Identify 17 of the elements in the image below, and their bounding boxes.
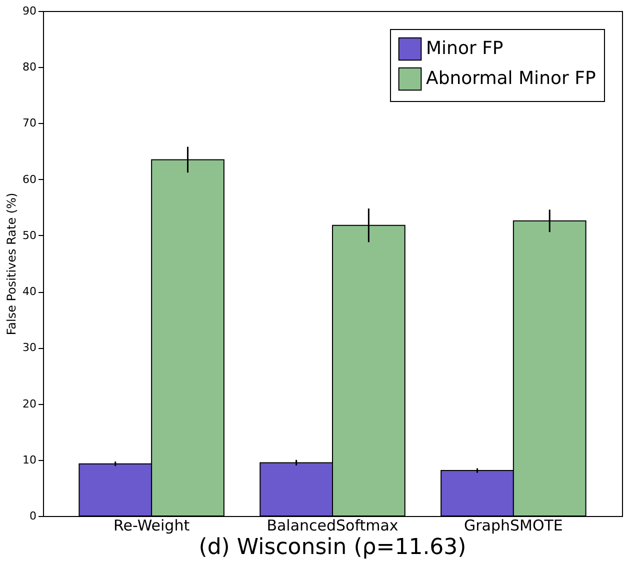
y-tick-label: 30 xyxy=(22,341,36,354)
x-tick-label: Re-Weight xyxy=(114,516,190,534)
y-tick-label: 20 xyxy=(22,397,36,410)
x-tick-label: GraphSMOTE xyxy=(464,516,563,534)
y-tick-label: 40 xyxy=(22,285,36,298)
y-tick-label: 10 xyxy=(22,453,36,466)
y-tick-label: 60 xyxy=(22,172,36,186)
y-tick-label: 90 xyxy=(22,4,36,18)
y-tick-label: 80 xyxy=(22,60,36,74)
y-tick-label: 50 xyxy=(22,228,36,242)
x-tick-label: BalancedSoftmax xyxy=(266,516,398,534)
y-tick-label: 70 xyxy=(22,116,36,130)
text: (d) Wisconsin (ρ=11.63) xyxy=(198,535,466,560)
y-axis-title: False Positives Rate (%) xyxy=(4,192,19,336)
y-tick-label: 0 xyxy=(30,510,36,522)
legend-label: Abnormal Minor FP xyxy=(426,68,596,89)
legend-label: Minor FP xyxy=(426,38,504,59)
